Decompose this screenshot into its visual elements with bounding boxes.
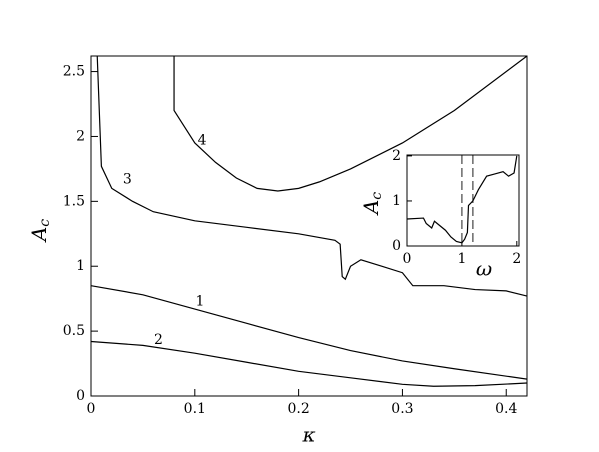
x-tick-label: 1 <box>457 251 466 267</box>
y-axis-label: Ac <box>27 219 54 243</box>
curve <box>406 155 518 244</box>
x-axis-label: κ <box>301 423 315 447</box>
y-tick-label: 0 <box>392 238 401 254</box>
y-axis-label-main: A <box>27 227 51 243</box>
y-tick-label: 2 <box>76 128 85 144</box>
plot-frame <box>406 154 520 247</box>
x-tick-label: 0.1 <box>184 401 206 417</box>
x-tick-label: 0 <box>87 401 96 417</box>
curve <box>173 55 528 192</box>
y-tick-label: 1 <box>76 258 85 274</box>
x-axis-label: ω <box>476 257 492 281</box>
plot-frame <box>90 55 528 397</box>
y-tick-label: 0 <box>76 388 85 404</box>
curve-label: 2 <box>154 332 163 348</box>
y-axis-label-main: A <box>359 200 383 216</box>
curve <box>90 285 528 380</box>
y-tick-label: 2 <box>392 148 401 164</box>
y-tick-label: 2.5 <box>63 64 85 80</box>
y-axis-label-sub: c <box>369 192 385 200</box>
x-tick-label: 0.4 <box>495 401 517 417</box>
y-tick-label: 1.5 <box>63 193 85 209</box>
curve-label: 4 <box>198 132 207 148</box>
y-axis-label-sub: c <box>37 219 53 227</box>
x-tick-label: 2 <box>512 251 521 267</box>
curve <box>90 340 528 387</box>
plot-area <box>407 155 519 246</box>
curve-label: 3 <box>123 171 132 187</box>
x-tick-label: 0.3 <box>391 401 413 417</box>
x-tick-label: 0.2 <box>287 401 309 417</box>
y-tick-label: 0.5 <box>63 323 85 339</box>
x-tick-label: 0 <box>403 251 412 267</box>
curve <box>96 55 528 297</box>
curve-label: 1 <box>196 293 205 309</box>
y-axis-label: Ac <box>359 192 386 216</box>
y-tick-label: 1 <box>392 193 401 209</box>
